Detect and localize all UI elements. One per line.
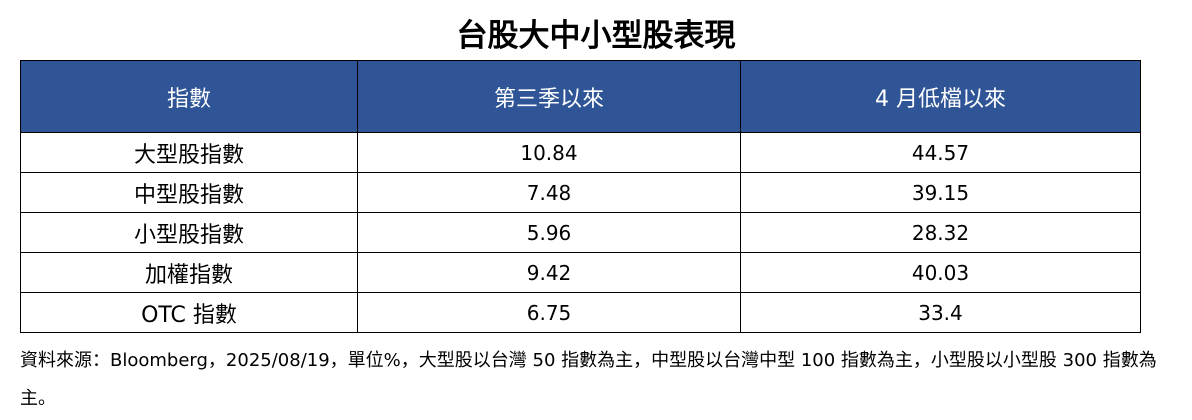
header-cell: 指數 — [20, 60, 358, 133]
table-body: 大型股指數 10.84 44.57 中型股指數 7.48 39.15 小型股指數 5.96 28… — [20, 132, 1141, 333]
row-label: 小型股指數 — [20, 212, 358, 253]
cell: 9.42 — [357, 252, 741, 293]
table-row: 加權指數 9.42 40.03 — [20, 252, 1141, 293]
header-cell: 第三季以來 — [357, 60, 741, 133]
table-row: 小型股指數 5.96 28.32 — [20, 212, 1141, 253]
table: 指數 第三季以來 4 月低檔以來 大型股指數 10.84 44.57 中型股指數 7.48 3… — [20, 60, 1141, 333]
cell: 6.75 — [357, 292, 741, 333]
footnote: 資料來源：Bloomberg，2025/08/19，單位%，大型股以台灣 50 … — [20, 350, 1157, 409]
table-row: OTC 指數 6.75 33.4 — [20, 292, 1141, 333]
header-row: 指數 第三季以來 4 月低檔以來 — [20, 60, 1141, 133]
table-row: 中型股指數 7.48 39.15 — [20, 172, 1141, 213]
row-label: 大型股指數 — [20, 132, 358, 173]
row-label: 中型股指數 — [20, 172, 358, 213]
cell: 44.57 — [740, 132, 1141, 173]
title: 台股大中小型股表現 — [456, 18, 736, 54]
cell: 5.96 — [357, 212, 741, 253]
cell: 28.32 — [740, 212, 1141, 253]
table-row: 大型股指數 10.84 44.57 — [20, 132, 1141, 173]
cell: 39.15 — [740, 172, 1141, 213]
cell: 40.03 — [740, 252, 1141, 293]
cell: 7.48 — [357, 172, 741, 213]
row-label: OTC 指數 — [20, 292, 358, 333]
cell: 10.84 — [357, 132, 741, 173]
row-label: 加權指數 — [20, 252, 358, 293]
header-cell: 4 月低檔以來 — [740, 60, 1141, 133]
cell: 33.4 — [740, 292, 1141, 333]
